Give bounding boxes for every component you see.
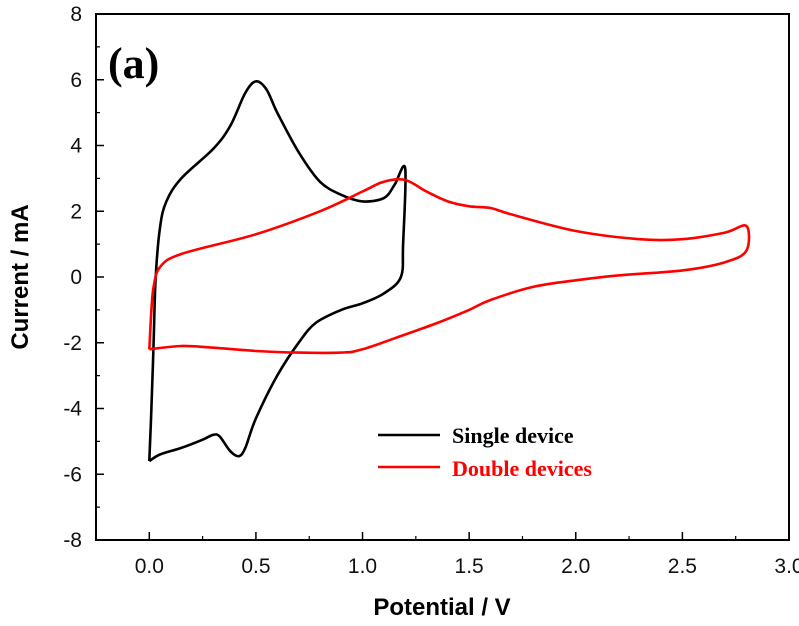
x-tick-label: 1.0 <box>348 555 377 578</box>
y-tick-label: 0 <box>70 266 82 289</box>
legend-label-single-device: Single device <box>452 423 574 448</box>
y-tick-label: -6 <box>63 463 82 486</box>
x-tick-label: 2.5 <box>668 555 697 578</box>
y-tick-label: -4 <box>63 398 82 421</box>
series-line-double-devices <box>148 178 751 355</box>
y-tick-label: -8 <box>63 529 82 552</box>
x-tick-label: 3.0 <box>774 555 799 578</box>
series-layer <box>148 80 751 463</box>
series-line-single-device <box>148 80 407 463</box>
x-axis-label: Potential / V <box>373 594 510 621</box>
y-tick-label: 2 <box>70 200 82 223</box>
y-tick-label: 6 <box>70 69 82 92</box>
x-tick-label: 1.5 <box>455 555 484 578</box>
y-tick-label: 8 <box>70 3 82 26</box>
x-tick-label: 0.5 <box>241 555 270 578</box>
y-tick-label: -2 <box>63 332 82 355</box>
axis-ticks: 0.0 0.5 1.0 1.5 2.0 2.5 3.0 -8 -6 -4 -2 0 2 4 6 8 <box>63 3 799 578</box>
y-tick-label: 4 <box>70 135 82 158</box>
x-tick-label: 0.0 <box>135 555 164 578</box>
legend: Single device Double devices <box>378 423 592 481</box>
x-tick-label: 2.0 <box>561 555 590 578</box>
y-axis-label: Current / mA <box>7 204 34 349</box>
plot-frame <box>95 13 790 541</box>
legend-label-double-devices: Double devices <box>452 456 592 481</box>
panel-label: (a) <box>108 39 159 88</box>
